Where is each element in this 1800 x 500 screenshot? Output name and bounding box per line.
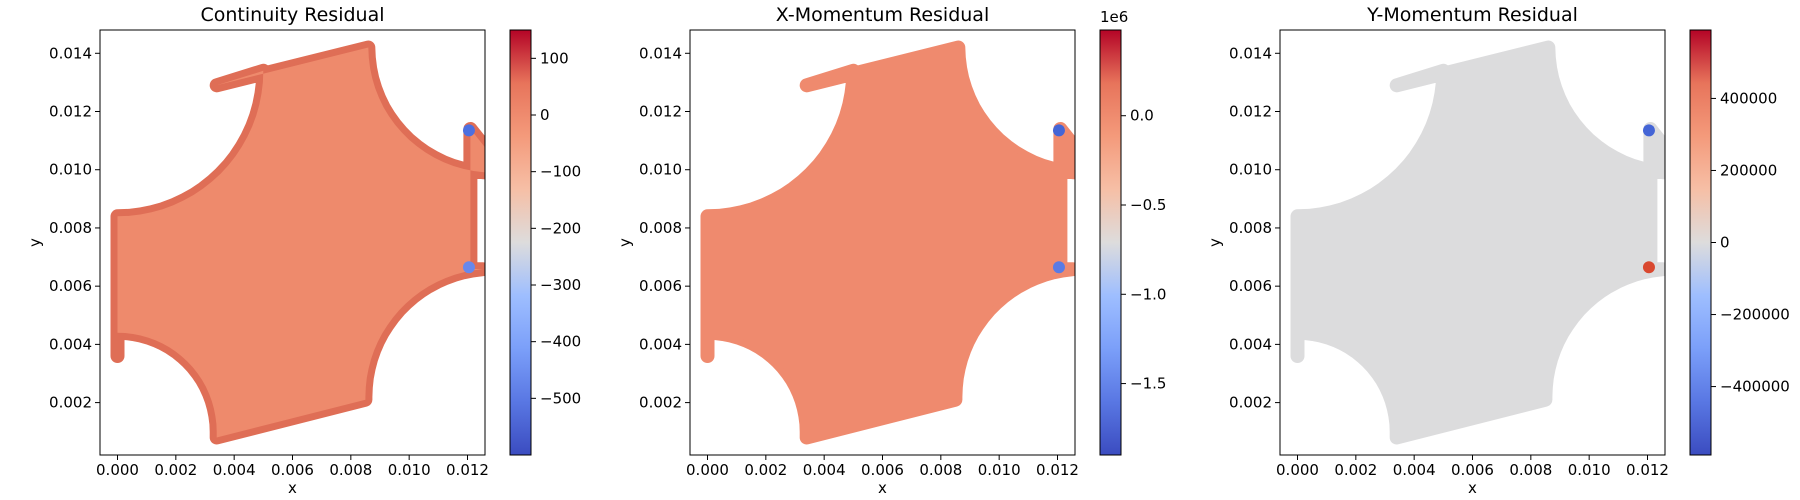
colorbar-tick-label: −400	[540, 333, 581, 351]
y-tick-label: 0.008	[639, 219, 682, 237]
chart-panel-1: Continuity Residual 0.000 0.002 0.004 0.006 0…	[26, 4, 581, 497]
colorbar: 400000 200000 0 −200000 −400000	[1689, 29, 1790, 456]
y-axis-label: y	[26, 238, 44, 247]
colorbar-tick-label: −1.5	[1130, 375, 1166, 393]
x-tick-label: 0.008	[1509, 461, 1552, 479]
colorbar-tick-label: 100	[540, 49, 569, 67]
x-tick-label: 0.012	[446, 461, 489, 479]
y-tick-label: 0.002	[1229, 394, 1272, 412]
y-axis-label: y	[1206, 238, 1224, 247]
x-axis-label: x	[878, 479, 887, 497]
colorbar: 100 0 −100 −200 −300 −400 −500	[509, 29, 581, 456]
x-tick-label: 0.002	[744, 461, 787, 479]
y-tick-label: 0.002	[639, 394, 682, 412]
x-axis-label: x	[1468, 479, 1477, 497]
x-tick-label: 0.008	[919, 461, 962, 479]
y-tick-label: 0.010	[639, 161, 682, 179]
colorbar-tick-label: 200000	[1720, 161, 1777, 179]
y-tick-label: 0.006	[639, 277, 682, 295]
y-axis-label: y	[616, 238, 634, 247]
colorbar-offset-label: 1e6	[1100, 8, 1128, 26]
chart-panel-2: X-Momentum Residual 0.000 0.002 0.004 0.006 0…	[616, 4, 1166, 497]
colorbar-gradient	[1689, 29, 1712, 456]
colorbar-tick-label: −300	[540, 276, 581, 294]
y-tick-label: 0.008	[49, 219, 92, 237]
x-tick-label: 0.002	[154, 461, 197, 479]
residual-point-1	[1052, 124, 1065, 137]
plot-area	[700, 40, 1075, 445]
domain-fill	[707, 47, 1075, 438]
colorbar-gradient	[1099, 29, 1122, 456]
y-tick-label: 0.004	[639, 335, 682, 353]
domain-fill	[1297, 47, 1665, 438]
x-tick-label: 0.012	[1036, 461, 1079, 479]
colorbar: 0.0 −0.5 −1.0 −1.5 1e6	[1099, 8, 1166, 456]
chart-title: Y-Momentum Residual	[1366, 4, 1578, 26]
domain-fill	[117, 47, 485, 438]
plot-area	[110, 40, 485, 445]
residual-point-2	[462, 261, 475, 274]
x-tick-label: 0.006	[861, 461, 904, 479]
x-tick-label: 0.010	[388, 461, 431, 479]
y-tick-label: 0.004	[49, 335, 92, 353]
residual-point-1	[462, 124, 475, 137]
x-axis-label: x	[288, 479, 297, 497]
residual-point-1	[1642, 124, 1655, 137]
y-tick-label: 0.006	[49, 277, 92, 295]
chart-title: Continuity Residual	[201, 4, 385, 26]
colorbar-tick-label: −100	[540, 163, 581, 181]
x-tick-label: 0.012	[1626, 461, 1669, 479]
y-tick-label: 0.010	[1229, 161, 1272, 179]
y-tick-label: 0.014	[1229, 44, 1272, 62]
x-tick-label: 0.002	[1334, 461, 1377, 479]
colorbar-tick-label: −200000	[1720, 306, 1790, 324]
x-tick-label: 0.006	[271, 461, 314, 479]
colorbar-gradient	[509, 29, 532, 456]
y-tick-label: 0.014	[49, 44, 92, 62]
chart-panel-3: Y-Momentum Residual 0.000 0.002 0.004 0.006 0…	[1206, 4, 1790, 497]
x-tick-label: 0.010	[1568, 461, 1611, 479]
x-tick-label: 0.010	[978, 461, 1021, 479]
y-tick-label: 0.010	[49, 161, 92, 179]
x-tick-label: 0.000	[96, 461, 139, 479]
chart-title: X-Momentum Residual	[776, 4, 989, 26]
colorbar-tick-label: −1.0	[1130, 285, 1166, 303]
y-tick-label: 0.012	[49, 103, 92, 121]
y-tick-label: 0.002	[49, 394, 92, 412]
y-tick-label: 0.014	[639, 44, 682, 62]
colorbar-tick-label: 0	[1720, 234, 1730, 252]
colorbar-tick-label: −200	[540, 219, 581, 237]
x-tick-label: 0.000	[1276, 461, 1319, 479]
residual-point-2	[1642, 261, 1655, 274]
colorbar-tick-label: 0.0	[1130, 107, 1154, 125]
colorbar-tick-label: −0.5	[1130, 196, 1166, 214]
colorbar-tick-label: 0	[540, 106, 550, 124]
x-tick-label: 0.000	[686, 461, 729, 479]
x-tick-label: 0.004	[803, 461, 846, 479]
y-tick-label: 0.012	[1229, 103, 1272, 121]
x-tick-label: 0.004	[213, 461, 256, 479]
y-tick-label: 0.008	[1229, 219, 1272, 237]
colorbar-tick-label: −400000	[1720, 378, 1790, 396]
x-tick-label: 0.006	[1451, 461, 1494, 479]
colorbar-tick-label: 400000	[1720, 89, 1777, 107]
residual-point-2	[1052, 261, 1065, 274]
y-tick-label: 0.004	[1229, 335, 1272, 353]
plot-area	[1290, 40, 1665, 445]
x-tick-label: 0.008	[329, 461, 372, 479]
x-tick-label: 0.004	[1393, 461, 1436, 479]
y-tick-label: 0.012	[639, 103, 682, 121]
y-tick-label: 0.006	[1229, 277, 1272, 295]
colorbar-tick-label: −500	[540, 389, 581, 407]
